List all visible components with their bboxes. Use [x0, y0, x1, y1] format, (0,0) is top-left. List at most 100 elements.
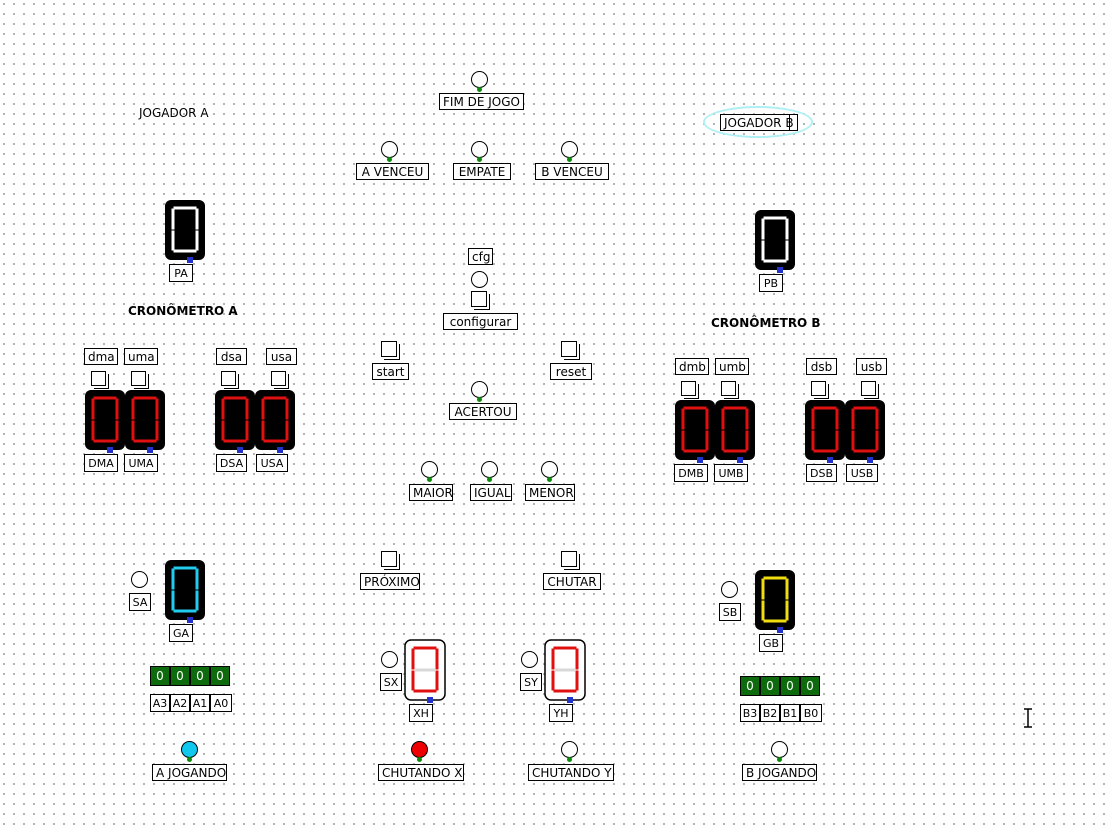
pin — [237, 447, 243, 453]
gb-label: GB — [759, 634, 783, 652]
a-venceu-led[interactable] — [381, 141, 398, 158]
chutando-y-led[interactable] — [561, 741, 578, 758]
proximo-button[interactable]: PRÓXIMO — [360, 573, 420, 590]
pb-label: PB — [759, 274, 783, 292]
configurar-button-icon[interactable] — [471, 291, 487, 307]
ga-label: GA — [169, 624, 193, 642]
bit-a1[interactable]: 0 — [190, 666, 210, 686]
menor-output[interactable]: MENOR — [525, 484, 575, 501]
b-jogando-output[interactable]: B JOGANDO — [742, 764, 817, 781]
chutar-button-icon[interactable] — [561, 551, 577, 567]
pa-seven-seg-display — [165, 200, 205, 260]
fim-de-jogo-led[interactable] — [471, 71, 488, 88]
b2-label: B2 — [760, 704, 780, 722]
reset-button-icon[interactable] — [561, 341, 577, 357]
sy-led[interactable] — [521, 651, 538, 668]
acertou-output[interactable]: ACERTOU — [449, 403, 517, 420]
jogador-b-label[interactable]: JOGADOR B — [720, 114, 798, 131]
bit-b2[interactable]: 0 — [760, 676, 780, 696]
pin — [417, 757, 422, 762]
bit-a2[interactable]: 0 — [170, 666, 190, 686]
a0-label: A0 — [210, 694, 232, 712]
sy-output: SY — [520, 673, 542, 691]
start-button[interactable]: start — [372, 363, 409, 380]
igual-output[interactable]: IGUAL — [470, 484, 512, 501]
bit-b1[interactable]: 0 — [780, 676, 800, 696]
yh-seven-seg-display — [544, 639, 586, 701]
pin — [777, 267, 783, 273]
b-venceu-output[interactable]: B VENCEU — [535, 163, 609, 180]
selection-halo — [703, 106, 813, 138]
text-cursor-icon — [1024, 708, 1032, 728]
dmb-input-icon[interactable] — [681, 381, 696, 396]
a-jogando-output[interactable]: A JOGANDO — [152, 764, 227, 781]
igual-led[interactable] — [481, 461, 498, 478]
proximo-button-icon[interactable] — [381, 551, 397, 567]
chutar-button[interactable]: CHUTAR — [543, 573, 601, 590]
a3-label: A3 — [150, 694, 170, 712]
a-jogando-led[interactable] — [181, 741, 198, 758]
pin — [737, 457, 743, 463]
bit-b3[interactable]: 0 — [740, 676, 760, 696]
chutando-x-output[interactable]: CHUTANDO X — [378, 764, 464, 781]
pin — [567, 697, 573, 703]
usb-input-icon[interactable] — [861, 381, 876, 396]
chutando-y-output[interactable]: CHUTANDO Y — [528, 764, 614, 781]
bit-a0[interactable]: 0 — [210, 666, 230, 686]
cronometro-a-title: CRONÔMETRO A — [128, 304, 238, 318]
dma-tunnel: dma — [84, 348, 118, 365]
pin — [387, 157, 392, 162]
pin — [427, 697, 433, 703]
a-venceu-output[interactable]: A VENCEU — [356, 163, 429, 180]
uma-input-icon[interactable] — [131, 371, 146, 386]
start-button-icon[interactable] — [381, 341, 397, 357]
cfg-led[interactable] — [471, 271, 488, 288]
dsa-input-icon[interactable] — [221, 371, 236, 386]
dsa-label: DSA — [216, 454, 247, 472]
text-caret — [789, 115, 790, 130]
xh-seven-seg-display — [404, 639, 446, 701]
pin — [487, 477, 492, 482]
pin — [477, 157, 482, 162]
umb-input-icon[interactable] — [721, 381, 736, 396]
b0-label: B0 — [800, 704, 822, 722]
pin — [187, 757, 192, 762]
usb-label: USB — [846, 464, 878, 482]
b-jogando-led[interactable] — [771, 741, 788, 758]
fim-de-jogo-output[interactable]: FIM DE JOGO — [439, 93, 524, 110]
cronometro-a-displays — [85, 389, 297, 452]
yh-label: YH — [549, 704, 573, 722]
cronometro-b-title: CRONÔMETRO B — [711, 316, 821, 330]
dsb-input-icon[interactable] — [811, 381, 826, 396]
bit-b0[interactable]: 0 — [800, 676, 820, 696]
chutando-x-led[interactable] — [411, 741, 428, 758]
reset-button[interactable]: reset — [550, 363, 592, 380]
dma-input-icon[interactable] — [91, 371, 106, 386]
ga-seven-seg-display — [165, 560, 205, 620]
pin — [477, 397, 482, 402]
usb-tunnel: usb — [856, 358, 887, 375]
pin — [187, 617, 193, 623]
xh-label: XH — [409, 704, 433, 722]
sx-led[interactable] — [381, 651, 398, 668]
acertou-led[interactable] — [471, 381, 488, 398]
usa-label: USA — [256, 454, 288, 472]
sa-led[interactable] — [131, 571, 148, 588]
configurar-button[interactable]: configurar — [443, 313, 518, 330]
maior-led[interactable] — [421, 461, 438, 478]
sb-led[interactable] — [721, 581, 738, 598]
empate-output[interactable]: EMPATE — [453, 163, 511, 180]
uma-tunnel: uma — [124, 348, 158, 365]
pb-seven-seg-display — [755, 210, 795, 270]
a1-label: A1 — [190, 694, 210, 712]
a2-label: A2 — [170, 694, 190, 712]
bit-a3[interactable]: 0 — [150, 666, 170, 686]
dsb-label: DSB — [806, 464, 837, 482]
b-venceu-led[interactable] — [561, 141, 578, 158]
menor-led[interactable] — [541, 461, 558, 478]
empate-led[interactable] — [471, 141, 488, 158]
b1-label: B1 — [780, 704, 800, 722]
usa-input-icon[interactable] — [271, 371, 286, 386]
pin — [867, 457, 873, 463]
maior-output[interactable]: MAIOR — [409, 484, 453, 501]
